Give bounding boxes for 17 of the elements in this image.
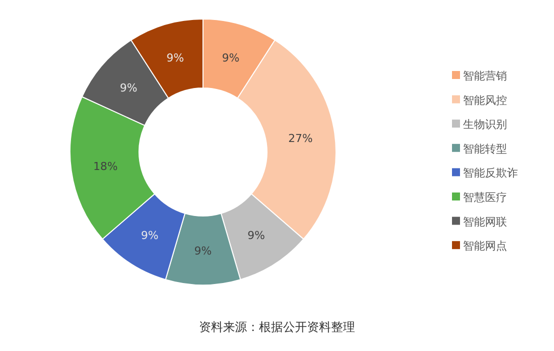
text: 资料来源：根据公开资料整理 bbox=[199, 320, 355, 334]
data-label: 9% bbox=[222, 51, 240, 64]
legend-label: 智能转型 bbox=[463, 142, 507, 156]
data-label: 9% bbox=[120, 81, 138, 94]
data-label: 18% bbox=[93, 160, 118, 174]
data-label: 9% bbox=[141, 228, 158, 242]
data-label: 9% bbox=[194, 244, 212, 258]
data-label: 9% bbox=[248, 228, 265, 242]
legend-label: 智慧医疗 bbox=[463, 191, 507, 204]
legend-label: 智能网点 bbox=[463, 240, 507, 253]
legend-label: 智能反欺诈 bbox=[463, 166, 518, 180]
data-label: 9% bbox=[166, 51, 184, 64]
legend-label: 智能风控 bbox=[463, 94, 507, 107]
legend-label: 智能网联 bbox=[463, 215, 507, 228]
legend-label: 生物识别 bbox=[463, 118, 507, 132]
legend-label: 智能营销 bbox=[463, 70, 507, 82]
data-label: 27% bbox=[288, 132, 313, 145]
